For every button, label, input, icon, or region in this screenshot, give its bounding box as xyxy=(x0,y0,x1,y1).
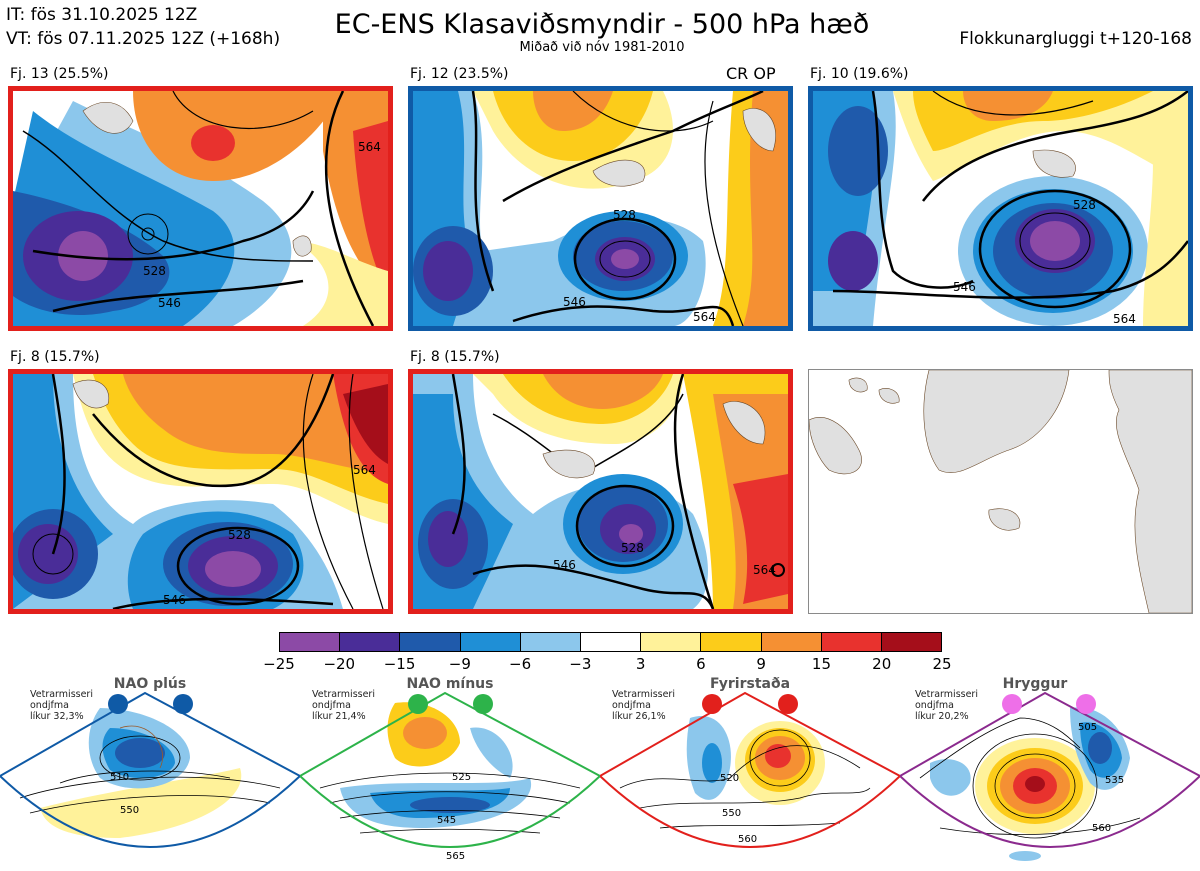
contour-label: 545 xyxy=(437,815,456,826)
panel-label-3: Fj. 10 (19.6%) xyxy=(810,66,909,82)
colorbar-segment xyxy=(580,633,642,651)
panel-label-1: Fj. 13 (25.5%) xyxy=(10,66,109,82)
cluster-panel-2[interactable]: 528 546 564 xyxy=(408,86,793,331)
cluster-map-4: 528 546 564 xyxy=(13,374,388,609)
contour-label-546: 546 xyxy=(563,295,586,309)
colorbar-tick-label: −6 xyxy=(509,655,532,673)
colorbar-segment xyxy=(520,633,581,651)
colorbar-segment xyxy=(821,633,882,651)
colorbar-tick-label: −20 xyxy=(323,655,356,673)
regime-dot-right xyxy=(778,694,798,714)
regime-title: Fyrirstaða xyxy=(709,676,791,692)
colorbar-segment xyxy=(280,633,341,651)
colorbar xyxy=(279,632,942,652)
cluster-map-2: 528 546 564 xyxy=(413,91,788,326)
colorbar-segment xyxy=(460,633,521,651)
regime-dot-right xyxy=(1076,694,1096,714)
contour-label-546: 546 xyxy=(158,296,181,310)
cluster-panel-4[interactable]: 528 546 564 xyxy=(8,369,393,614)
regime-frame xyxy=(300,691,600,848)
regime-dot-right xyxy=(473,694,493,714)
control-run-tag: CR OP xyxy=(726,64,776,83)
contour-label-546: 546 xyxy=(953,280,976,294)
page-subtitle: Miðað við nóv 1981-2010 xyxy=(519,40,685,55)
regime-map-nao-plus: 510 550 xyxy=(0,691,300,848)
regime-dot-left xyxy=(702,694,722,714)
cluster-panel-3[interactable]: 528 546 564 xyxy=(808,86,1193,331)
regime-frame xyxy=(600,691,900,848)
regime-map-nao-minus: 525 545 565 xyxy=(300,691,600,862)
base-map xyxy=(809,370,1192,613)
colorbar-tick-label: 15 xyxy=(811,655,831,673)
contour-label: 510 xyxy=(110,772,129,783)
contour-label: 520 xyxy=(720,773,739,784)
cluster-map-3: 528 546 564 xyxy=(813,91,1188,326)
colorbar-segment xyxy=(400,633,461,651)
contour-label-546: 546 xyxy=(163,593,186,607)
contour-label-546: 546 xyxy=(553,558,576,572)
contour-label: 560 xyxy=(738,834,757,845)
colorbar-tick-label: −25 xyxy=(263,655,295,673)
cluster-map-1: 528 546 564 xyxy=(13,91,388,326)
contour-label-564: 564 xyxy=(353,463,376,477)
page-title: EC-ENS Klasaviðsmyndir - 500 hPa hæð xyxy=(334,9,870,40)
colorbar-tick-label: −3 xyxy=(569,655,592,673)
colorbar-tick-label: 6 xyxy=(696,655,706,673)
contour-label: 550 xyxy=(722,808,741,819)
regime-title: Hryggur xyxy=(1002,676,1068,692)
contour-label-564: 564 xyxy=(693,310,716,324)
colorbar-segment xyxy=(641,633,702,651)
colorbar-tick-label: −15 xyxy=(383,655,416,673)
regime-title: NAO mínus xyxy=(406,676,494,692)
contour-label-564: 564 xyxy=(753,563,776,577)
regime-note: Vetrarmisseri ondjfma líkur 26,1% xyxy=(612,689,675,722)
colorbar-tick-label: 3 xyxy=(635,655,646,673)
regime-note: Vetrarmisseri ondjfma líkur 21,4% xyxy=(312,689,375,722)
panel-label-4: Fj. 8 (15.7%) xyxy=(10,349,100,365)
contour-label: 535 xyxy=(1105,775,1124,786)
contour-label: 505 xyxy=(1078,722,1097,733)
contour-label: 560 xyxy=(1092,823,1111,834)
regime-frame xyxy=(0,691,300,848)
contour-label-564: 564 xyxy=(1113,312,1136,326)
regime-title: NAO plús xyxy=(113,676,187,692)
contour-label: 550 xyxy=(120,805,139,816)
regime-dot-left xyxy=(408,694,428,714)
regime-map-ridge: 505 535 560 xyxy=(900,691,1200,861)
contour-label-528: 528 xyxy=(1073,198,1096,212)
contour-label: 525 xyxy=(452,772,471,783)
valid-time: VT: fös 07.11.2025 12Z (+168h) xyxy=(6,29,281,49)
regime-dot-left xyxy=(1002,694,1022,714)
contour-label-564: 564 xyxy=(358,140,381,154)
regime-frame xyxy=(900,691,1200,848)
cluster-map-5: 528 546 564 xyxy=(413,374,788,609)
colorbar-tick-label: 20 xyxy=(872,655,892,673)
contour-label-528: 528 xyxy=(621,541,644,555)
colorbar-tick-label: −9 xyxy=(448,655,471,673)
contour-label-528: 528 xyxy=(613,208,636,222)
cluster-panel-5[interactable]: 528 546 564 xyxy=(408,369,793,614)
regime-note: Vetrarmisseri ondjfma líkur 32,3% xyxy=(30,689,93,722)
classification-window: Flokkunargluggi t+120-168 xyxy=(959,29,1192,49)
contour-label-528: 528 xyxy=(143,264,166,278)
regime-dot-left xyxy=(108,694,128,714)
colorbar-tick-label: 9 xyxy=(756,655,766,673)
cluster-panel-1[interactable]: 528 546 564 xyxy=(8,86,393,331)
contour-label: 565 xyxy=(446,851,465,862)
regime-note: Vetrarmisseri ondjfma líkur 20,2% xyxy=(915,689,978,722)
initial-time: IT: fös 31.10.2025 12Z xyxy=(6,5,198,25)
colorbar-segment xyxy=(761,633,822,651)
regime-dot-right xyxy=(173,694,193,714)
panel-label-2: Fj. 12 (23.5%) xyxy=(410,66,509,82)
colorbar-tick-label: 25 xyxy=(932,655,952,673)
regime-map-blocking: 520 550 560 xyxy=(600,691,900,848)
colorbar-segment xyxy=(340,633,401,651)
colorbar-segment xyxy=(881,633,942,651)
contour-label-528: 528 xyxy=(228,528,251,542)
empty-map-panel xyxy=(808,369,1193,614)
colorbar-segment xyxy=(701,633,762,651)
panel-label-5: Fj. 8 (15.7%) xyxy=(410,349,500,365)
